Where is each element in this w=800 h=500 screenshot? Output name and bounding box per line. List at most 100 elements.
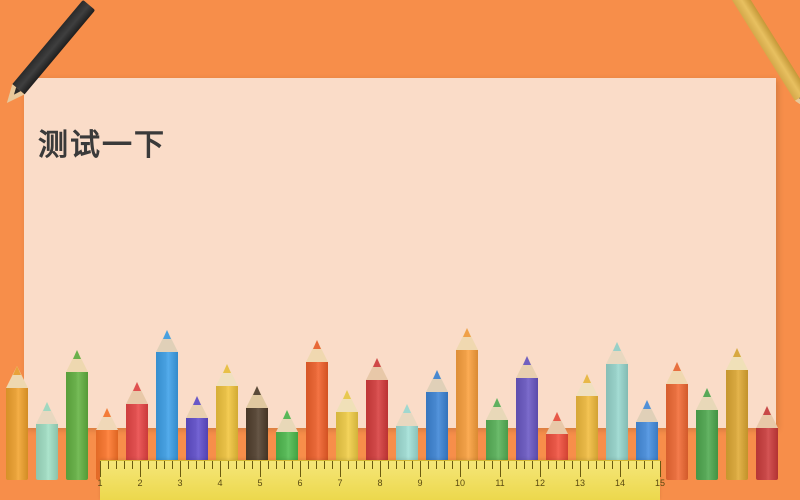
pencil-lead — [73, 350, 81, 359]
ruler-tick-label: 7 — [337, 478, 342, 488]
pencil-tip-wrap — [456, 328, 478, 350]
paper-text: 测试一下 — [38, 120, 166, 164]
pencil-tip-wrap — [276, 410, 298, 432]
pencil-body — [726, 370, 748, 480]
pencil-body — [696, 410, 718, 480]
colored-pencil — [456, 328, 478, 480]
ruler-tick-minor — [468, 461, 469, 469]
ruler-tick-minor — [572, 461, 573, 469]
pencil-tip-wrap — [36, 402, 58, 424]
pencil-tip-wrap — [486, 398, 508, 420]
pencil-tip-wrap — [636, 400, 658, 422]
ruler-tick-minor — [324, 461, 325, 469]
pencil-body — [36, 424, 58, 480]
colored-pencil — [156, 330, 178, 480]
pencil-lead — [163, 330, 171, 339]
ruler-tick-minor — [412, 461, 413, 469]
colored-pencil — [696, 388, 718, 480]
ruler-tick-label: 2 — [137, 478, 142, 488]
ruler-tick-minor — [388, 461, 389, 469]
ruler-tick-minor — [156, 461, 157, 469]
ruler-tick-minor — [516, 461, 517, 469]
ruler-tick-minor — [348, 461, 349, 469]
pencil-lead — [283, 410, 291, 419]
ruler-ticks: 123456789101112131415 — [100, 461, 660, 500]
ruler-tick-label: 14 — [615, 478, 625, 488]
pencil-lead — [673, 362, 681, 371]
ruler-tick-minor — [196, 461, 197, 469]
pencil-tip-wrap — [156, 330, 178, 352]
ruler-tick-minor — [244, 461, 245, 469]
ruler-tick-minor — [116, 461, 117, 469]
ruler-tick-major — [220, 461, 221, 477]
ruler-tick-minor — [236, 461, 237, 469]
ruler-tick-minor — [268, 461, 269, 469]
colored-pencil — [6, 366, 28, 480]
ruler-tick-minor — [212, 461, 213, 469]
ruler-tick-minor — [612, 461, 613, 469]
pencil-tip-wrap — [606, 342, 628, 364]
pencil-lead — [133, 382, 141, 391]
ruler-tick-minor — [404, 461, 405, 469]
ruler-tick-minor — [444, 461, 445, 469]
ruler-tick-major — [180, 461, 181, 477]
ruler-tick-minor — [564, 461, 565, 469]
ruler-tick-major — [500, 461, 501, 477]
colored-pencil — [36, 402, 58, 480]
ruler-tick-label: 12 — [535, 478, 545, 488]
ruler-tick-minor — [652, 461, 653, 469]
pencil-lead — [403, 404, 411, 413]
ruler-tick-minor — [532, 461, 533, 469]
ruler-tick-minor — [172, 461, 173, 469]
ruler-tick-minor — [628, 461, 629, 469]
colored-pencil — [66, 350, 88, 480]
ruler-tick-major — [340, 461, 341, 477]
pencil-tip-wrap — [366, 358, 388, 380]
ruler-tick-minor — [364, 461, 365, 469]
pencil-lead — [433, 370, 441, 379]
ruler-tick-minor — [356, 461, 357, 469]
ruler-tick-minor — [452, 461, 453, 469]
ruler-tick-minor — [188, 461, 189, 469]
pencil-tip-wrap — [6, 366, 28, 388]
ruler-tick-minor — [372, 461, 373, 469]
ruler-tick-minor — [484, 461, 485, 469]
pencil-tip-wrap — [516, 356, 538, 378]
pencil-body — [756, 428, 778, 480]
pencil-tip-wrap — [126, 382, 148, 404]
colored-pencil — [756, 406, 778, 480]
ruler-tick-major — [260, 461, 261, 477]
ruler-tick-major — [580, 461, 581, 477]
pencil-lead — [223, 364, 231, 373]
pencil-tip-wrap — [726, 348, 748, 370]
pencil-lead — [313, 340, 321, 349]
pencil-tip-wrap — [666, 362, 688, 384]
ruler-tick-label: 1 — [97, 478, 102, 488]
ruler-tick-major — [380, 461, 381, 477]
ruler-tick-minor — [492, 461, 493, 469]
ruler-tick-minor — [588, 461, 589, 469]
pencil-lead — [613, 342, 621, 351]
pencil-body — [66, 372, 88, 480]
pencil-tip-wrap — [186, 396, 208, 418]
pencil-tip-wrap — [576, 374, 598, 396]
pencil-body — [6, 388, 28, 480]
pencil-tip-wrap — [96, 408, 118, 430]
ruler-tick-minor — [428, 461, 429, 469]
pencil-tip-wrap — [756, 406, 778, 428]
colored-pencil — [726, 348, 748, 480]
pencil-lead — [553, 412, 561, 421]
ruler-tick-minor — [508, 461, 509, 469]
ruler-tick-minor — [396, 461, 397, 469]
ruler-tick-label: 10 — [455, 478, 465, 488]
ruler-tick-label: 15 — [655, 478, 665, 488]
ruler-tick-minor — [148, 461, 149, 469]
pencil-lead — [373, 358, 381, 367]
pencil-body — [666, 384, 688, 480]
ruler-tick-minor — [604, 461, 605, 469]
ruler-tick-label: 8 — [377, 478, 382, 488]
pencil-lead — [13, 366, 21, 375]
ruler-tick-minor — [292, 461, 293, 469]
ruler-tick-minor — [436, 461, 437, 469]
pencil-tip-wrap — [696, 388, 718, 410]
